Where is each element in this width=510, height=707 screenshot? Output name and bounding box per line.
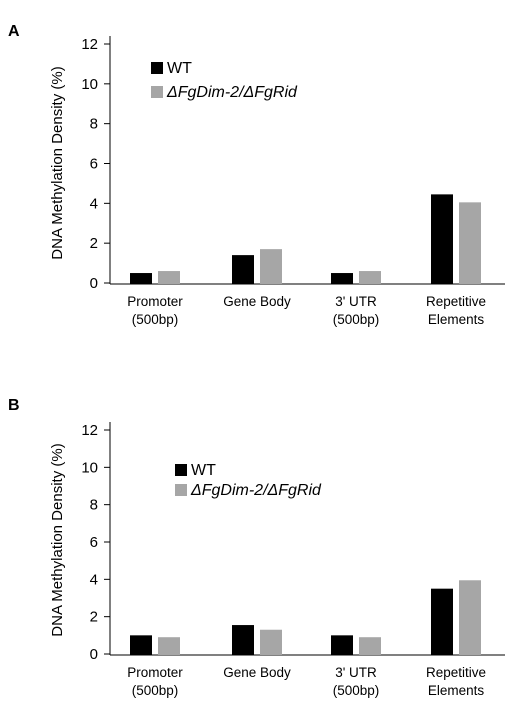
bar-wt-2 (331, 635, 353, 655)
y-tick-label: 0 (90, 646, 98, 663)
bar-mutant-2 (359, 271, 381, 284)
bar-wt-2 (331, 273, 353, 284)
y-tick-label: 12 (81, 36, 98, 53)
bar-mutant-3 (459, 202, 481, 284)
x-tick-label: (500bp) (132, 683, 179, 698)
legend-label-wt: WT (191, 462, 216, 479)
x-tick-label: Promoter (127, 294, 183, 309)
y-tick-label: 2 (90, 235, 98, 252)
x-tick-label: Repetitive (426, 665, 486, 680)
y-tick-label: 2 (90, 609, 98, 626)
bar-wt-0 (130, 635, 152, 655)
chart-panel-b: B 0 2 4 6 8 10 12 DNA Methylation Density (%) Pro… (8, 397, 505, 698)
legend-swatch-mutant (175, 484, 187, 496)
y-tick-label: 12 (81, 422, 98, 439)
x-tick-label: Elements (428, 312, 485, 327)
x-tick-label: Promoter (127, 665, 183, 680)
legend-swatch-mutant (151, 86, 163, 98)
panel-label: A (8, 23, 20, 40)
y-tick-label: 6 (90, 534, 98, 551)
x-tick-label: Repetitive (426, 294, 486, 309)
bar-mutant-1 (260, 249, 282, 284)
x-tick-label: (500bp) (333, 683, 380, 698)
y-tick-label: 4 (90, 195, 98, 212)
legend-label-mutant: ΔFgDim-2/ΔFgRid (190, 482, 322, 499)
x-tick-label: (500bp) (333, 312, 380, 327)
legend-label-mutant: ΔFgDim-2/ΔFgRid (166, 84, 298, 101)
x-tick-label: Gene Body (223, 294, 291, 309)
x-tick-label: Elements (428, 683, 485, 698)
y-tick-label: 8 (90, 116, 98, 133)
bar-wt-1 (232, 625, 254, 655)
x-tick-label: Gene Body (223, 665, 291, 680)
y-axis-label: DNA Methylation Density (%) (49, 66, 66, 259)
bar-mutant-3 (459, 580, 481, 655)
chart-panel-a: A 0 2 4 6 8 10 12 DNA Methylation Density (%) Pro… (8, 23, 505, 327)
y-tick-label: 6 (90, 156, 98, 173)
x-tick-label: 3' UTR (335, 665, 377, 680)
y-tick-label: 0 (90, 275, 98, 292)
panel-label: B (8, 397, 20, 414)
y-tick-label: 4 (90, 571, 98, 588)
legend-label-wt: WT (167, 60, 192, 77)
bar-wt-3 (431, 194, 453, 284)
bar-wt-3 (431, 588, 453, 655)
bar-mutant-0 (158, 637, 180, 655)
legend-swatch-wt (175, 464, 187, 476)
legend-swatch-wt (151, 62, 163, 74)
bar-mutant-2 (359, 637, 381, 655)
bar-mutant-0 (158, 271, 180, 284)
y-tick-label: 10 (81, 76, 98, 93)
y-tick-label: 10 (81, 459, 98, 476)
x-tick-label: 3' UTR (335, 294, 377, 309)
bar-wt-0 (130, 273, 152, 284)
bar-mutant-1 (260, 629, 282, 655)
x-tick-label: (500bp) (132, 312, 179, 327)
y-tick-label: 8 (90, 497, 98, 514)
y-axis-label: DNA Methylation Density (%) (49, 443, 66, 636)
bar-wt-1 (232, 255, 254, 284)
